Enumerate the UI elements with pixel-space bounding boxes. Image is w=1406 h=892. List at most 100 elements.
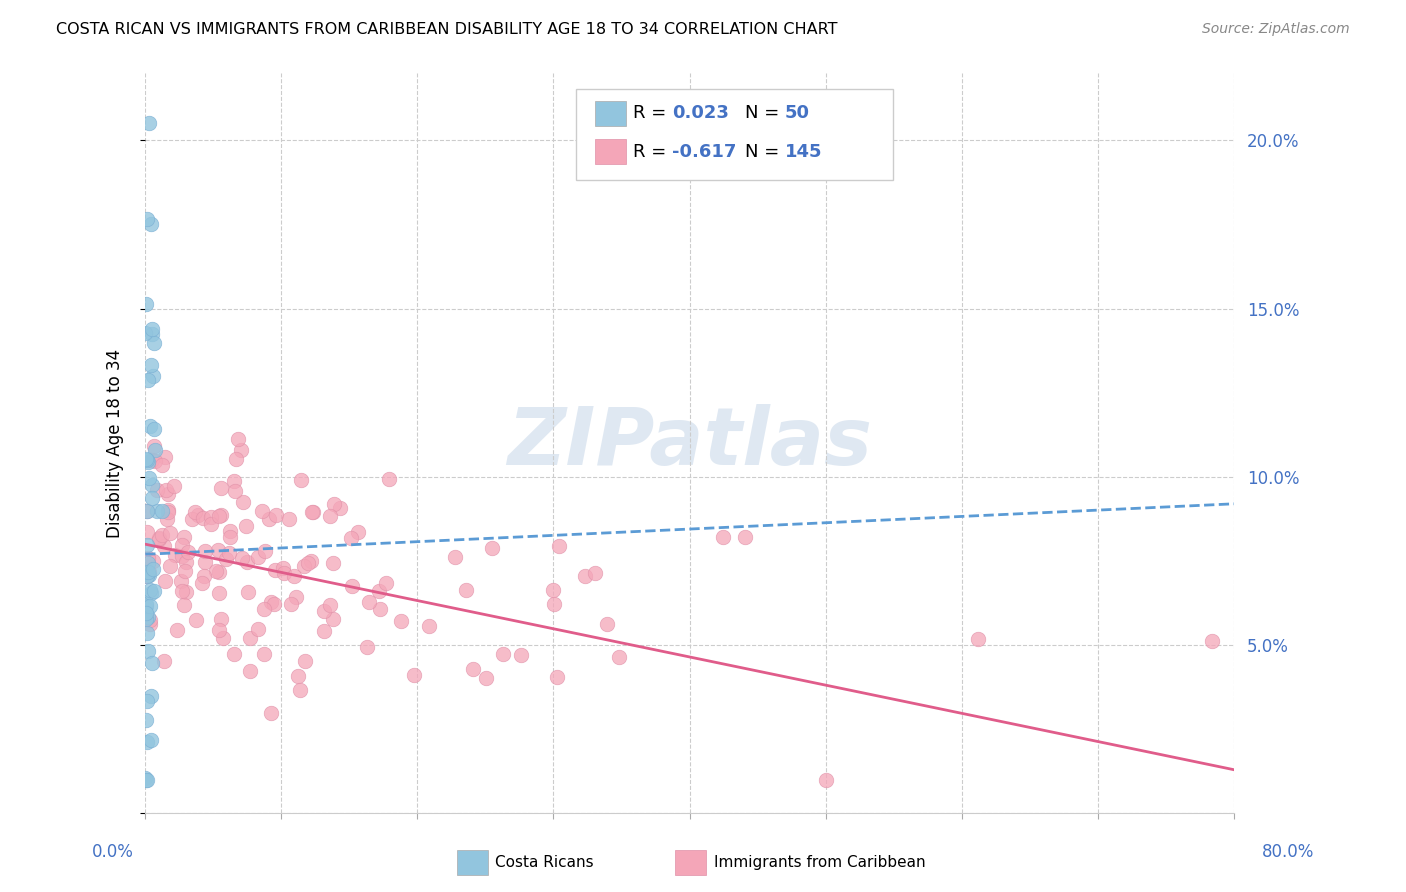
Point [541, 582, 564, 597]
Point [143, 439, 166, 453]
Point [235, 519, 257, 533]
Point [322, 497, 344, 511]
Point [322, 612, 344, 626]
Point [322, 556, 344, 570]
Point [176, 544, 198, 558]
Point [143, 454, 166, 468]
Point [141, 491, 163, 505]
Point [193, 510, 215, 524]
Point [271, 561, 294, 575]
Point [139, 218, 162, 232]
Point [1201, 634, 1223, 648]
Point [170, 584, 193, 599]
Point [208, 565, 231, 579]
Point [218, 524, 240, 539]
Point [186, 613, 208, 627]
Point [136, 569, 159, 583]
Text: 145: 145 [785, 143, 823, 161]
Point [157, 487, 180, 501]
Point [170, 549, 193, 563]
Point [136, 551, 159, 566]
Point [211, 631, 233, 645]
Point [193, 568, 215, 582]
Point [252, 647, 274, 661]
Text: R =: R = [633, 143, 672, 161]
Point [136, 455, 159, 469]
Point [319, 599, 342, 613]
Point [215, 551, 238, 566]
Point [141, 478, 163, 492]
Point [328, 501, 350, 516]
Point [136, 643, 159, 657]
Point [135, 451, 157, 466]
Point [174, 585, 197, 599]
Text: Immigrants from Caribbean: Immigrants from Caribbean [714, 855, 927, 870]
Point [247, 622, 270, 636]
Point [135, 296, 157, 310]
Point [135, 599, 157, 614]
Point [150, 503, 173, 517]
Point [187, 508, 209, 522]
Text: COSTA RICAN VS IMMIGRANTS FROM CARIBBEAN DISABILITY AGE 18 TO 34 CORRELATION CHA: COSTA RICAN VS IMMIGRANTS FROM CARIBBEAN… [56, 22, 838, 37]
Point [607, 649, 630, 664]
Point [814, 772, 837, 787]
Point [257, 512, 280, 526]
Point [142, 336, 165, 351]
Point [543, 598, 565, 612]
Text: -0.617: -0.617 [672, 143, 737, 161]
Point [148, 533, 170, 547]
Point [170, 574, 193, 588]
Point [273, 566, 295, 581]
Point [229, 443, 252, 458]
Point [219, 530, 242, 544]
Point [159, 559, 181, 574]
Point [181, 512, 204, 526]
Point [224, 484, 246, 499]
Point [150, 458, 173, 473]
Point [356, 640, 378, 654]
Point [173, 530, 195, 544]
Point [254, 544, 277, 558]
Point [314, 624, 336, 638]
Point [287, 669, 309, 683]
Point [239, 664, 262, 678]
Point [134, 326, 156, 341]
Point [474, 671, 496, 685]
Point [207, 542, 229, 557]
Point [153, 450, 176, 465]
Point [200, 509, 222, 524]
Point [288, 682, 311, 697]
Point [402, 668, 425, 682]
Point [367, 583, 389, 598]
Point [377, 472, 399, 486]
Point [136, 525, 159, 540]
Text: N =: N = [745, 143, 785, 161]
Point [141, 358, 163, 372]
Point [173, 564, 195, 578]
Point [146, 503, 169, 517]
Point [264, 508, 287, 523]
Point [456, 583, 478, 598]
Point [418, 618, 440, 632]
Point [734, 530, 756, 544]
Point [135, 452, 157, 467]
Point [301, 505, 323, 519]
Point [232, 494, 254, 508]
Point [574, 568, 596, 582]
Text: 0.0%: 0.0% [91, 843, 134, 861]
Point [226, 432, 249, 446]
Point [444, 549, 467, 564]
Point [250, 504, 273, 518]
Point [138, 566, 160, 580]
Point [143, 422, 166, 436]
Point [135, 568, 157, 582]
Point [292, 559, 315, 574]
Point [492, 647, 515, 661]
Point [135, 597, 157, 611]
Point [136, 566, 159, 580]
Text: Source: ZipAtlas.com: Source: ZipAtlas.com [1202, 22, 1350, 37]
Text: ZIPatlas: ZIPatlas [508, 404, 872, 483]
Point [165, 549, 187, 563]
Point [139, 617, 162, 632]
Point [135, 504, 157, 518]
